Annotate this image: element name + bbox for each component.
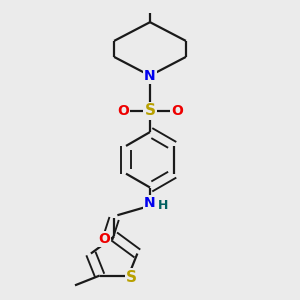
Text: H: H — [158, 199, 168, 212]
Text: O: O — [171, 104, 183, 118]
Text: N: N — [144, 196, 156, 210]
Text: S: S — [126, 270, 137, 285]
Text: O: O — [117, 104, 129, 118]
Text: N: N — [144, 69, 156, 83]
Text: O: O — [98, 232, 109, 246]
Text: S: S — [145, 103, 155, 118]
